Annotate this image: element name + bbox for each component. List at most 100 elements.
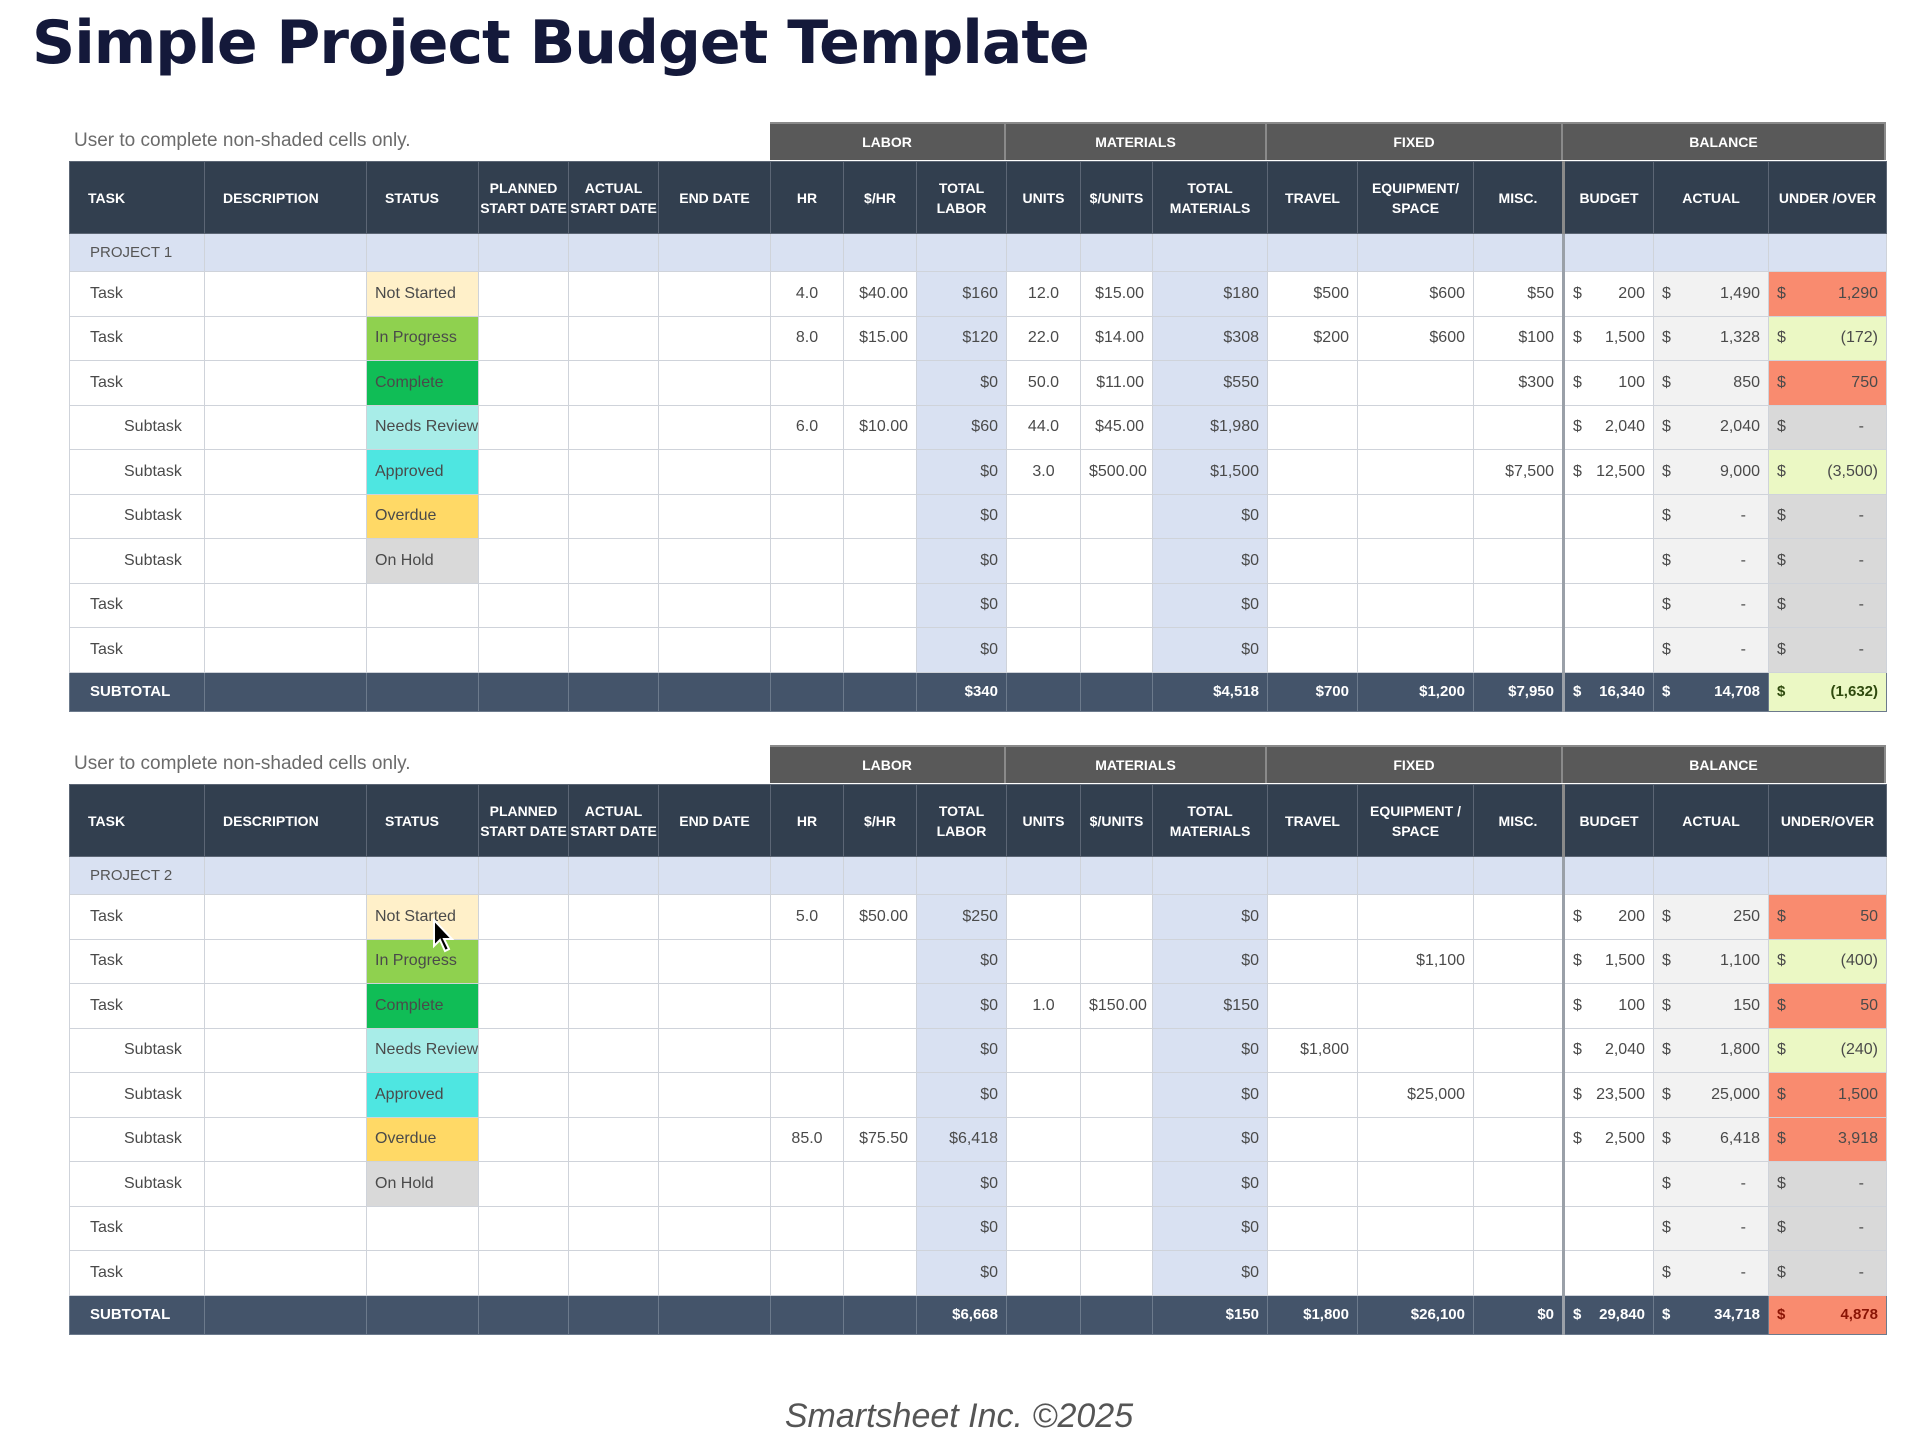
- planned-start-date-cell[interactable]: [478, 938, 569, 984]
- travel-cell[interactable]: [1267, 1205, 1358, 1251]
- actual-start-date-cell[interactable]: [568, 1250, 659, 1296]
- task-name-cell[interactable]: Task: [69, 938, 205, 984]
- misc-cell[interactable]: $100: [1473, 315, 1564, 361]
- equipment-space-cell[interactable]: [1357, 1161, 1474, 1207]
- units-cell[interactable]: [1006, 1250, 1081, 1296]
- end-date-cell[interactable]: [658, 627, 771, 673]
- travel-cell[interactable]: [1267, 1116, 1358, 1162]
- misc-cell[interactable]: [1473, 938, 1564, 984]
- actual-start-date-cell[interactable]: [568, 1205, 659, 1251]
- equipment-space-cell[interactable]: $25,000: [1357, 1072, 1474, 1118]
- budget-cell[interactable]: [1562, 582, 1654, 628]
- travel-cell[interactable]: $1,800: [1267, 1027, 1358, 1073]
- hours-cell[interactable]: [770, 449, 844, 495]
- description-cell[interactable]: [204, 627, 367, 673]
- travel-cell[interactable]: [1267, 983, 1358, 1029]
- end-date-cell[interactable]: [658, 983, 771, 1029]
- equipment-space-cell[interactable]: [1357, 894, 1474, 940]
- budget-cell[interactable]: [1562, 538, 1654, 584]
- hours-cell[interactable]: [770, 938, 844, 984]
- hourly-rate-cell[interactable]: [843, 1072, 917, 1118]
- units-cell[interactable]: 3.0: [1006, 449, 1081, 495]
- description-cell[interactable]: [204, 1072, 367, 1118]
- planned-start-date-cell[interactable]: [478, 582, 569, 628]
- hours-cell[interactable]: [770, 360, 844, 406]
- description-cell[interactable]: [204, 449, 367, 495]
- hourly-rate-cell[interactable]: [843, 1027, 917, 1073]
- budget-cell[interactable]: $2,040: [1562, 404, 1654, 450]
- status-cell[interactable]: Needs Review: [366, 404, 479, 450]
- end-date-cell[interactable]: [658, 894, 771, 940]
- task-name-cell[interactable]: Subtask: [69, 1116, 205, 1162]
- units-cell[interactable]: [1006, 1072, 1081, 1118]
- units-cell[interactable]: [1006, 894, 1081, 940]
- actual-start-date-cell[interactable]: [568, 404, 659, 450]
- description-cell[interactable]: [204, 271, 367, 317]
- equipment-space-cell[interactable]: [1357, 538, 1474, 584]
- travel-cell[interactable]: [1267, 538, 1358, 584]
- task-name-cell[interactable]: Subtask: [69, 404, 205, 450]
- description-cell[interactable]: [204, 1161, 367, 1207]
- travel-cell[interactable]: [1267, 449, 1358, 495]
- budget-cell[interactable]: [1562, 1250, 1654, 1296]
- equipment-space-cell[interactable]: [1357, 627, 1474, 673]
- budget-cell[interactable]: [1562, 493, 1654, 539]
- hourly-rate-cell[interactable]: [843, 538, 917, 584]
- unit-rate-cell[interactable]: [1080, 627, 1153, 673]
- status-cell[interactable]: In Progress: [366, 315, 479, 361]
- hourly-rate-cell[interactable]: [843, 1250, 917, 1296]
- hours-cell[interactable]: [770, 1072, 844, 1118]
- unit-rate-cell[interactable]: $45.00: [1080, 404, 1153, 450]
- planned-start-date-cell[interactable]: [478, 538, 569, 584]
- description-cell[interactable]: [204, 582, 367, 628]
- planned-start-date-cell[interactable]: [478, 1161, 569, 1207]
- actual-start-date-cell[interactable]: [568, 538, 659, 584]
- planned-start-date-cell[interactable]: [478, 1072, 569, 1118]
- actual-start-date-cell[interactable]: [568, 271, 659, 317]
- unit-rate-cell[interactable]: $14.00: [1080, 315, 1153, 361]
- hourly-rate-cell[interactable]: [843, 938, 917, 984]
- actual-start-date-cell[interactable]: [568, 493, 659, 539]
- misc-cell[interactable]: [1473, 1116, 1564, 1162]
- travel-cell[interactable]: $200: [1267, 315, 1358, 361]
- misc-cell[interactable]: [1473, 538, 1564, 584]
- hourly-rate-cell[interactable]: [843, 1205, 917, 1251]
- budget-cell[interactable]: $200: [1562, 271, 1654, 317]
- end-date-cell[interactable]: [658, 582, 771, 628]
- hours-cell[interactable]: 5.0: [770, 894, 844, 940]
- description-cell[interactable]: [204, 360, 367, 406]
- budget-cell[interactable]: $12,500: [1562, 449, 1654, 495]
- planned-start-date-cell[interactable]: [478, 315, 569, 361]
- unit-rate-cell[interactable]: [1080, 1072, 1153, 1118]
- budget-cell[interactable]: $2,040: [1562, 1027, 1654, 1073]
- units-cell[interactable]: [1006, 582, 1081, 628]
- units-cell[interactable]: [1006, 1205, 1081, 1251]
- misc-cell[interactable]: [1473, 1161, 1564, 1207]
- unit-rate-cell[interactable]: $500.00: [1080, 449, 1153, 495]
- misc-cell[interactable]: $300: [1473, 360, 1564, 406]
- misc-cell[interactable]: [1473, 1072, 1564, 1118]
- budget-cell[interactable]: $1,500: [1562, 938, 1654, 984]
- planned-start-date-cell[interactable]: [478, 404, 569, 450]
- unit-rate-cell[interactable]: [1080, 894, 1153, 940]
- misc-cell[interactable]: [1473, 1250, 1564, 1296]
- status-cell[interactable]: On Hold: [366, 538, 479, 584]
- planned-start-date-cell[interactable]: [478, 271, 569, 317]
- hours-cell[interactable]: [770, 1027, 844, 1073]
- status-cell[interactable]: Not Started: [366, 271, 479, 317]
- budget-cell[interactable]: [1562, 1205, 1654, 1251]
- actual-start-date-cell[interactable]: [568, 1027, 659, 1073]
- hourly-rate-cell[interactable]: $75.50: [843, 1116, 917, 1162]
- actual-start-date-cell[interactable]: [568, 1161, 659, 1207]
- description-cell[interactable]: [204, 1116, 367, 1162]
- travel-cell[interactable]: [1267, 1161, 1358, 1207]
- description-cell[interactable]: [204, 493, 367, 539]
- end-date-cell[interactable]: [658, 271, 771, 317]
- task-name-cell[interactable]: Task: [69, 1205, 205, 1251]
- actual-start-date-cell[interactable]: [568, 938, 659, 984]
- unit-rate-cell[interactable]: [1080, 1027, 1153, 1073]
- end-date-cell[interactable]: [658, 1250, 771, 1296]
- status-cell[interactable]: In Progress: [366, 938, 479, 984]
- hours-cell[interactable]: [770, 1205, 844, 1251]
- planned-start-date-cell[interactable]: [478, 449, 569, 495]
